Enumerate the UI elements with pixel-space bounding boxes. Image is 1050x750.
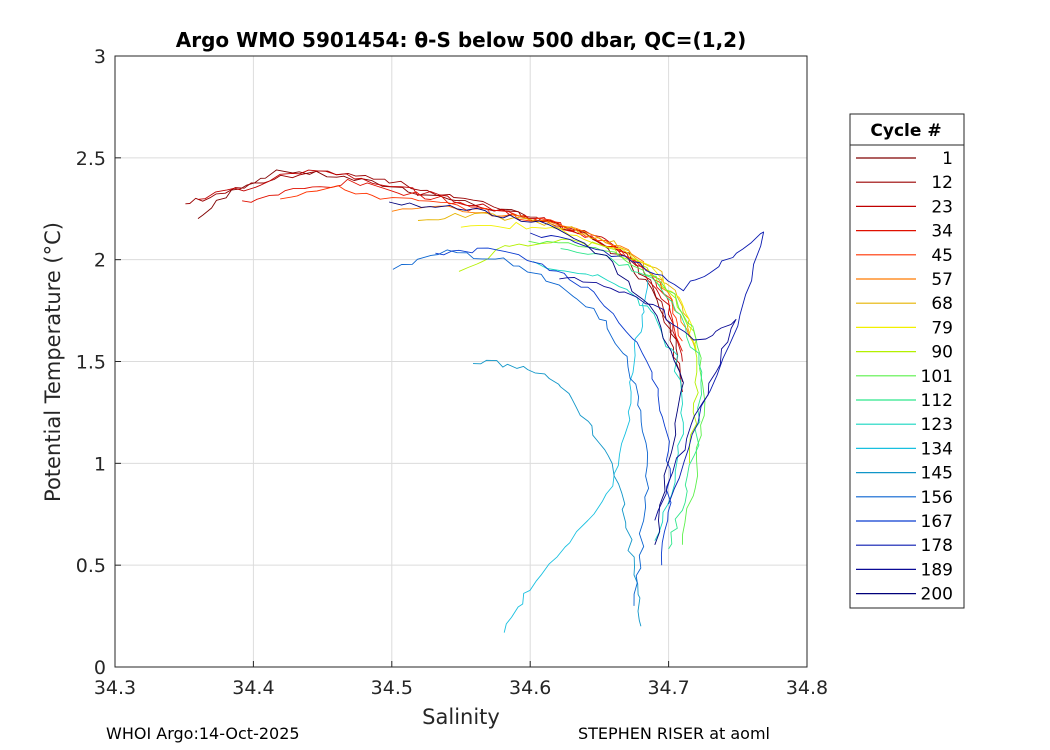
y-tick-label: 0 (94, 657, 106, 679)
series-cycle-145 (472, 359, 642, 627)
legend-label: 101 (921, 367, 953, 387)
series-line-cycle-112 (560, 248, 703, 550)
x-axis-label: Salinity (422, 705, 500, 729)
x-tick-label: 34.4 (232, 677, 274, 699)
series-line-cycle-101 (528, 240, 706, 545)
footer-left: WHOI Argo:14-Oct-2025 (106, 724, 300, 743)
series-line-cycle-145 (472, 359, 642, 627)
y-tick-label: 1.5 (76, 352, 106, 374)
legend-entries: 1122334455768799010111212313414515616717… (856, 149, 953, 605)
legend-label: 123 (921, 415, 953, 435)
x-tick-labels: 34.3 34.4 34.5 34.6 34.7 34.8 (94, 677, 828, 699)
chart-title: Argo WMO 5901454: θ-S below 500 dbar, QC… (176, 28, 746, 52)
legend-label: 156 (921, 488, 953, 508)
legend-label: 79 (931, 318, 953, 338)
y-tick-label: 3 (94, 46, 106, 68)
legend-label: 45 (931, 246, 953, 266)
footer-right: STEPHEN RISER at aoml (578, 724, 770, 743)
y-tick-labels: 0 0.5 1 1.5 2 2.5 3 (76, 46, 106, 679)
series-line-cycle-57 (391, 205, 690, 338)
series-line-cycle-178 (530, 231, 765, 505)
series-cycle-101 (528, 240, 706, 545)
x-tick-label: 34.8 (786, 677, 828, 699)
legend-label: 189 (921, 560, 953, 580)
series-cycle-57 (391, 205, 690, 338)
x-tick-label: 34.7 (647, 677, 689, 699)
x-tick-label: 34.3 (94, 677, 136, 699)
axes-box (114, 55, 808, 668)
series-layer (185, 169, 765, 633)
legend-label: 112 (921, 391, 953, 411)
y-tick-label: 2 (94, 250, 106, 272)
series-cycle-134 (503, 279, 649, 633)
series-line-cycle-156 (392, 249, 650, 606)
series-cycle-79 (460, 221, 697, 352)
series-cycle-189 (559, 277, 737, 521)
legend-label: 23 (931, 197, 953, 217)
legend-box (849, 113, 965, 609)
series-cycle-68 (417, 212, 697, 352)
series-line-cycle-68 (417, 212, 697, 352)
series-line-cycle-134 (503, 279, 649, 633)
legend-label: 34 (931, 222, 953, 242)
x-tick-label: 34.6 (509, 677, 551, 699)
series-cycle-112 (560, 248, 703, 550)
legend-label: 178 (921, 536, 953, 556)
legend-label: 68 (931, 294, 953, 314)
legend-label: 1 (942, 149, 953, 169)
legend-label: 57 (931, 270, 953, 290)
legend-label: 12 (931, 173, 953, 193)
series-cycle-200 (388, 201, 684, 545)
legend-label: 167 (921, 512, 953, 532)
legend-title: Cycle # (870, 121, 941, 141)
y-tick-label: 2.5 (76, 148, 106, 170)
y-tick-label: 0.5 (76, 555, 106, 577)
legend: Cycle # 11223344557687990101112123134145… (849, 113, 965, 609)
x-tick-label: 34.5 (371, 677, 413, 699)
legend-label: 200 (921, 585, 953, 605)
legend-label: 145 (921, 464, 953, 484)
series-line-cycle-200 (388, 201, 684, 545)
legend-label: 90 (931, 343, 953, 363)
legend-label: 134 (921, 439, 953, 459)
series-cycle-156 (392, 249, 650, 606)
series-cycle-178 (530, 231, 765, 505)
series-line-cycle-189 (559, 277, 737, 521)
series-line-cycle-79 (460, 221, 697, 352)
y-tick-label: 1 (94, 453, 106, 475)
y-axis-label: Potential Temperature (°C) (41, 222, 65, 502)
